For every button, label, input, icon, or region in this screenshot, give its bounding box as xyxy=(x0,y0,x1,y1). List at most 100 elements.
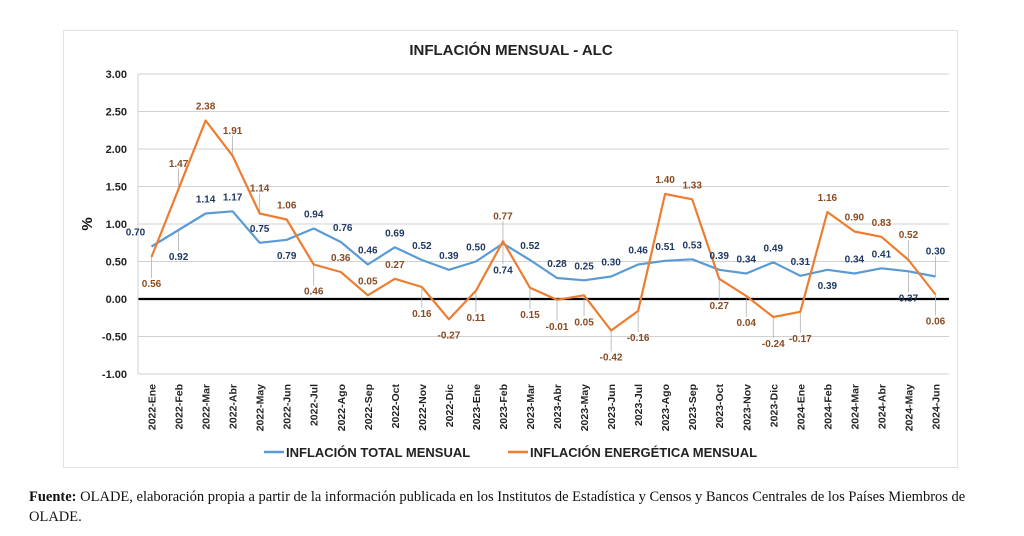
data-label: 1.14 xyxy=(196,195,216,206)
data-label: 0.52 xyxy=(899,230,919,241)
data-label: 0.34 xyxy=(845,255,865,266)
line-chart: INFLACIÓN MENSUAL - ALC 3.00 2.50 2.00 1.50… xyxy=(79,41,949,460)
data-label: 1.17 xyxy=(223,192,243,203)
data-label: 0.31 xyxy=(791,257,811,268)
x-tick-label: 2023-Sep xyxy=(687,384,699,430)
legend-label-energy: INFLACIÓN ENERGÉTICA MENSUAL xyxy=(530,445,757,460)
data-label: 0.39 xyxy=(818,281,838,292)
data-label: 1.33 xyxy=(682,180,702,191)
x-tick-label: 2023-Ago xyxy=(660,384,672,431)
data-label: 0.46 xyxy=(628,246,648,257)
data-label: 0.51 xyxy=(655,242,675,253)
x-tick-label: 2022-Jun xyxy=(282,384,294,430)
data-label: 0.28 xyxy=(547,259,567,270)
data-label: 0.27 xyxy=(385,260,405,271)
y-axis-ticks: 3.00 2.50 2.00 1.50 1.00 0.50 0.00 -0.50 -1.00 xyxy=(102,69,127,381)
x-tick-label: 2024-Mar xyxy=(849,384,861,430)
data-label: 0.74 xyxy=(493,266,513,277)
data-label: 0.41 xyxy=(872,249,892,260)
data-label: 0.94 xyxy=(304,210,324,221)
data-label: 0.27 xyxy=(709,301,729,312)
series-line-energy xyxy=(150,119,937,332)
x-tick-label: 2023-Abr xyxy=(552,384,564,429)
x-axis-ticks: 2022-Ene 2022-Feb 2022-Mar 2022-Abr 2022-May… xyxy=(147,383,943,431)
data-label: 1.16 xyxy=(818,193,838,204)
y-axis-label: % xyxy=(79,217,96,230)
data-label: 1.06 xyxy=(277,201,297,212)
source-note: Fuente: OLADE, elaboración propia a part… xyxy=(29,487,989,527)
x-tick-label: 2024-Feb xyxy=(822,384,834,430)
x-tick-label: 2022-Nov xyxy=(417,384,429,431)
data-label: -0.27 xyxy=(437,330,460,341)
gridlines xyxy=(137,73,949,375)
x-tick-label: 2022-Sep xyxy=(363,384,375,430)
data-label: 1.40 xyxy=(655,175,675,186)
data-label: -0.42 xyxy=(600,353,623,364)
data-label: 0.77 xyxy=(493,211,513,222)
data-label: 0.70 xyxy=(126,228,146,239)
y-tick-label: 2.50 xyxy=(106,107,127,119)
data-label: 0.56 xyxy=(142,279,162,290)
data-label: 0.15 xyxy=(520,310,540,321)
data-labels: 0.70 0.92 1.14 1.17 0.75 0.79 0.94 0.76 0.46 0.69… xyxy=(126,102,946,364)
y-tick-label: 0.00 xyxy=(106,294,127,306)
data-label: 0.39 xyxy=(439,251,459,262)
data-label: 0.06 xyxy=(926,317,946,328)
data-label: 0.92 xyxy=(169,252,189,263)
data-label: 0.69 xyxy=(385,228,405,239)
data-label: 0.46 xyxy=(304,287,324,298)
y-tick-label: -1.00 xyxy=(102,369,127,381)
series-lines xyxy=(150,119,937,332)
y-tick-label: 1.50 xyxy=(106,182,127,194)
x-tick-label: 2022-Ago xyxy=(336,384,348,431)
data-label: 0.04 xyxy=(737,318,757,329)
data-label: 0.76 xyxy=(333,223,353,234)
x-tick-label: 2023-May xyxy=(579,384,591,431)
x-tick-label: 2024-May xyxy=(903,384,915,431)
data-label: 0.39 xyxy=(709,251,729,262)
x-tick-label: 2023-Jun xyxy=(606,384,618,430)
series-line-total xyxy=(150,210,936,282)
data-label: 1.91 xyxy=(223,126,243,137)
x-tick-label: 2023-Ene xyxy=(471,384,483,430)
x-tick-label: 2024-Abr xyxy=(876,384,888,429)
data-label: 0.50 xyxy=(466,243,486,254)
x-tick-label: 2022-Ene xyxy=(147,384,159,430)
y-tick-label: 0.50 xyxy=(106,257,127,269)
x-tick-label: 2023-Dic xyxy=(768,384,780,427)
data-label: 0.25 xyxy=(574,261,594,272)
x-tick-label: 2023-Mar xyxy=(525,384,537,430)
data-label: 0.46 xyxy=(358,246,378,257)
data-label: 0.30 xyxy=(601,258,621,269)
x-tick-label: 2023-Jul xyxy=(633,384,645,426)
x-tick-label: 2024-Jun xyxy=(930,384,942,430)
x-tick-label: 2022-Jul xyxy=(309,384,321,426)
x-tick-label: 2022-Mar xyxy=(201,384,213,430)
x-tick-label: 2022-May xyxy=(255,384,267,431)
legend-label-total: INFLACIÓN TOTAL MENSUAL xyxy=(286,445,470,460)
label-leader-lines xyxy=(151,135,936,352)
data-label: 0.49 xyxy=(764,243,784,254)
data-label: 0.11 xyxy=(466,313,485,324)
source-label: Fuente: xyxy=(29,489,77,505)
data-label: -0.16 xyxy=(627,333,650,344)
data-label: 0.53 xyxy=(682,240,702,251)
legend: INFLACIÓN TOTAL MENSUAL INFLACIÓN ENERGÉ… xyxy=(264,445,757,460)
x-tick-label: 2023-Oct xyxy=(714,383,726,428)
data-label: 2.38 xyxy=(196,102,216,113)
data-label: -0.01 xyxy=(546,322,569,333)
data-label: 1.14 xyxy=(250,184,270,195)
data-label: 1.47 xyxy=(169,159,189,170)
data-label: 0.75 xyxy=(250,224,270,235)
x-tick-label: 2022-Feb xyxy=(174,384,186,430)
x-tick-label: 2022-Oct xyxy=(390,383,402,428)
data-label: 0.79 xyxy=(277,251,297,262)
x-tick-label: 2022-Abr xyxy=(228,384,240,429)
data-label: 0.90 xyxy=(845,213,865,224)
data-label: 0.52 xyxy=(412,241,432,252)
x-tick-label: 2023-Feb xyxy=(498,384,510,430)
data-label: 0.05 xyxy=(574,317,594,328)
y-tick-label: 1.00 xyxy=(106,219,127,231)
data-label: 0.30 xyxy=(926,247,946,258)
data-label: 0.05 xyxy=(358,276,378,287)
